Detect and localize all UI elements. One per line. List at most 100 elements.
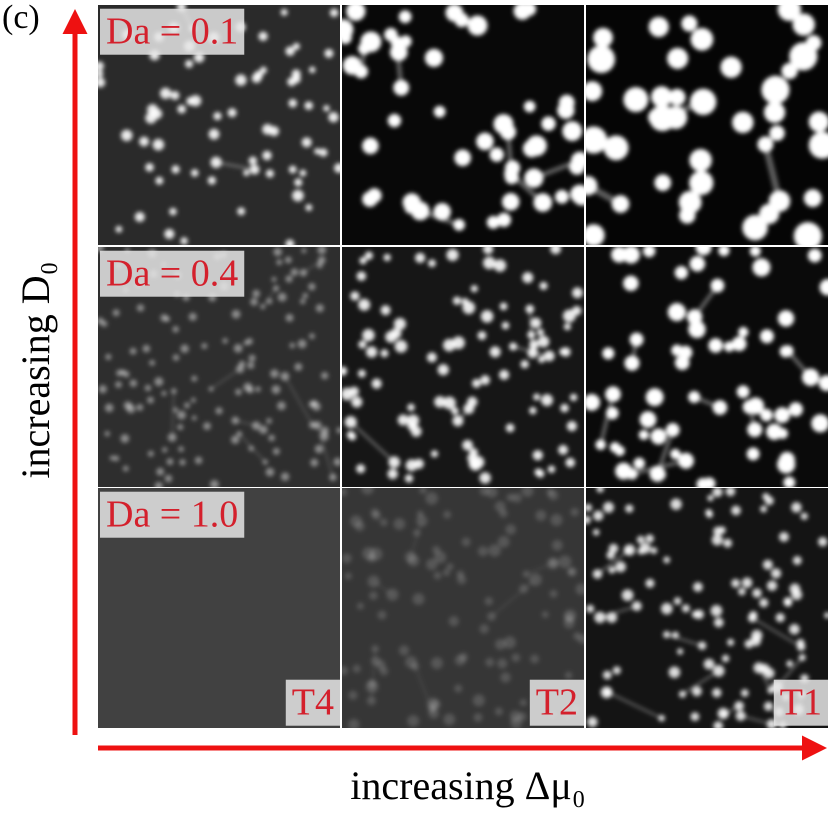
blob bbox=[433, 571, 442, 580]
blob bbox=[484, 597, 494, 606]
blob bbox=[777, 5, 802, 22]
blob bbox=[550, 247, 562, 255]
blob bbox=[462, 439, 473, 451]
blob bbox=[770, 568, 782, 579]
blob bbox=[612, 666, 621, 675]
blob bbox=[201, 342, 208, 350]
blob bbox=[529, 406, 537, 415]
blob bbox=[788, 402, 803, 417]
blob bbox=[194, 456, 203, 465]
blob bbox=[681, 15, 698, 32]
blob bbox=[501, 193, 520, 211]
blob bbox=[342, 488, 348, 497]
blob bbox=[499, 302, 508, 311]
blob bbox=[361, 488, 374, 495]
blob bbox=[586, 394, 601, 411]
blob bbox=[348, 432, 357, 441]
blob bbox=[535, 510, 547, 521]
blob bbox=[645, 534, 654, 543]
blob bbox=[738, 587, 746, 596]
blob bbox=[569, 393, 578, 402]
blob bbox=[190, 397, 196, 403]
filament bbox=[693, 395, 721, 410]
blob bbox=[333, 457, 340, 467]
blob bbox=[710, 604, 723, 617]
blobs bbox=[586, 247, 828, 487]
blob bbox=[270, 369, 279, 378]
blob bbox=[424, 48, 444, 67]
blob bbox=[344, 572, 352, 580]
blob bbox=[380, 305, 391, 316]
blob bbox=[824, 612, 828, 619]
blob bbox=[811, 414, 828, 433]
blob bbox=[250, 298, 258, 306]
blob bbox=[147, 396, 154, 404]
blob bbox=[314, 148, 321, 155]
blob bbox=[432, 545, 441, 555]
blob bbox=[243, 382, 253, 392]
blob bbox=[470, 285, 478, 293]
blob bbox=[711, 534, 723, 546]
blob bbox=[129, 379, 138, 387]
blob bbox=[410, 426, 422, 437]
panel-label: (c) bbox=[2, 0, 40, 36]
blob bbox=[145, 112, 157, 124]
blob bbox=[454, 654, 466, 666]
blob bbox=[180, 344, 189, 353]
blob bbox=[319, 148, 328, 157]
blob bbox=[230, 435, 240, 444]
blob bbox=[639, 542, 651, 554]
filament bbox=[302, 259, 323, 274]
blob bbox=[430, 657, 443, 670]
blob bbox=[248, 156, 258, 165]
blob bbox=[191, 415, 197, 421]
blob bbox=[469, 459, 482, 471]
filament bbox=[369, 648, 377, 701]
blob bbox=[208, 128, 220, 140]
blob bbox=[342, 31, 352, 45]
filament bbox=[210, 368, 241, 390]
blob bbox=[419, 488, 427, 494]
filament bbox=[528, 308, 535, 353]
blob bbox=[247, 361, 255, 369]
blob bbox=[718, 247, 730, 257]
blob bbox=[674, 355, 690, 371]
blob bbox=[763, 701, 774, 712]
blob bbox=[654, 174, 672, 192]
blob bbox=[285, 313, 294, 322]
blob bbox=[689, 256, 706, 272]
blob bbox=[512, 493, 522, 503]
blob bbox=[336, 427, 340, 434]
blobs bbox=[342, 5, 584, 231]
blob bbox=[702, 477, 716, 487]
blob bbox=[231, 416, 240, 425]
blob bbox=[522, 272, 534, 284]
blob bbox=[342, 387, 354, 401]
blob bbox=[144, 384, 152, 392]
blob bbox=[759, 598, 769, 608]
blob bbox=[638, 429, 649, 440]
blob bbox=[398, 645, 410, 656]
blob bbox=[615, 561, 626, 573]
blob bbox=[603, 501, 615, 513]
blob bbox=[679, 207, 696, 224]
image-grid bbox=[98, 5, 828, 728]
filament bbox=[786, 349, 813, 379]
blob bbox=[611, 247, 628, 263]
blob bbox=[744, 639, 754, 649]
blob bbox=[563, 617, 575, 629]
blob bbox=[749, 247, 761, 257]
blob bbox=[539, 281, 548, 290]
blob bbox=[511, 653, 521, 663]
blob bbox=[452, 296, 462, 305]
blob bbox=[536, 328, 545, 336]
blob bbox=[690, 712, 700, 722]
blob bbox=[503, 636, 516, 649]
filament bbox=[409, 520, 424, 558]
blob bbox=[537, 335, 550, 348]
blob bbox=[235, 388, 242, 396]
blob bbox=[105, 353, 112, 361]
blob bbox=[501, 321, 510, 330]
blob bbox=[523, 100, 536, 113]
